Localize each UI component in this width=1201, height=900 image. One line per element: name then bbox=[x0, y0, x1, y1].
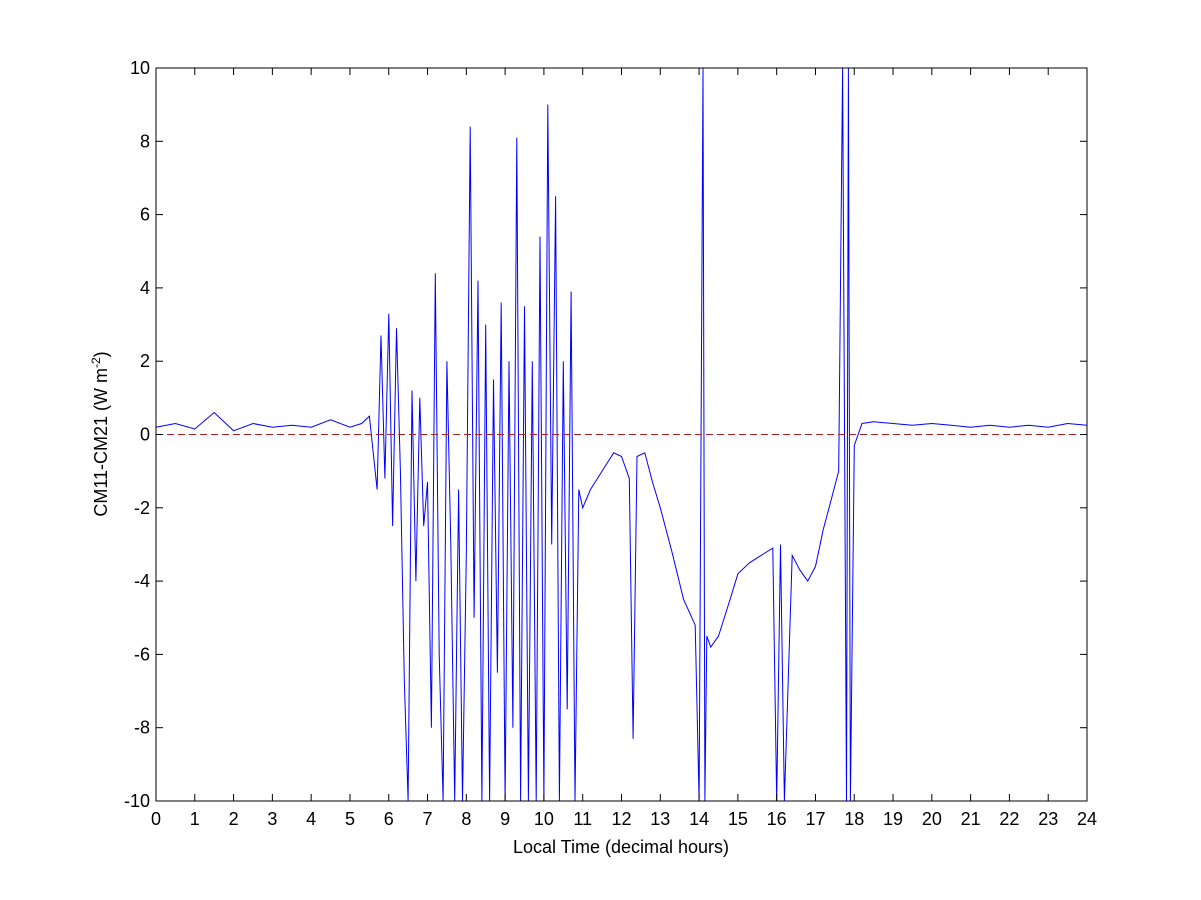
y-tick-label: -4 bbox=[134, 571, 150, 591]
series-line-0 bbox=[155, 67, 1088, 802]
x-tick-label: 16 bbox=[767, 809, 787, 829]
x-tick-label: 17 bbox=[805, 809, 825, 829]
y-tick-label: -10 bbox=[124, 791, 150, 811]
y-tick-label: 8 bbox=[140, 131, 150, 151]
x-tick-label: 3 bbox=[267, 809, 277, 829]
x-tick-label: 23 bbox=[1038, 809, 1058, 829]
x-tick-label: 1 bbox=[190, 809, 200, 829]
x-tick-label: 2 bbox=[229, 809, 239, 829]
y-tick-label: 6 bbox=[140, 205, 150, 225]
x-tick-label: 18 bbox=[844, 809, 864, 829]
x-axis-title: Local Time (decimal hours) bbox=[513, 837, 729, 857]
x-tick-label: 14 bbox=[689, 809, 709, 829]
y-tick-label: 4 bbox=[140, 278, 150, 298]
y-axis-title: CM11-CM21 (W m-2) bbox=[89, 351, 111, 516]
y-axis-ticks: -10 -8 -6 -4 -2 0 2 4 6 8 10 bbox=[124, 58, 1087, 811]
x-tick-label: 11 bbox=[573, 809, 592, 829]
x-tick-label: 4 bbox=[306, 809, 316, 829]
x-tick-label: 19 bbox=[883, 809, 903, 829]
series-layer bbox=[155, 67, 1088, 802]
y-axis-title-exponent: -2 bbox=[89, 357, 103, 368]
x-tick-label: 22 bbox=[999, 809, 1019, 829]
y-axis-title-close: ) bbox=[91, 351, 111, 357]
y-tick-label: -6 bbox=[134, 644, 150, 664]
x-tick-label: 12 bbox=[611, 809, 631, 829]
y-tick-label: 0 bbox=[140, 425, 150, 445]
y-tick-label: -2 bbox=[134, 498, 150, 518]
x-tick-label: 13 bbox=[650, 809, 670, 829]
x-tick-label: 15 bbox=[728, 809, 748, 829]
x-tick-label: 24 bbox=[1077, 809, 1097, 829]
x-tick-label: 20 bbox=[922, 809, 942, 829]
x-tick-label: 9 bbox=[500, 809, 510, 829]
y-axis-title-base: CM11-CM21 (W m bbox=[91, 368, 111, 517]
x-axis-ticks: 0 1 2 3 4 5 6 7 8 9 10 11 12 13 14 15 16 17 18 19 20 21 22 23 24 bbox=[151, 68, 1097, 829]
x-tick-label: 8 bbox=[461, 809, 471, 829]
x-tick-label: 10 bbox=[534, 809, 554, 829]
y-tick-label: -8 bbox=[134, 718, 150, 738]
x-tick-label: 21 bbox=[961, 809, 981, 829]
x-tick-label: 0 bbox=[151, 809, 161, 829]
x-tick-label: 6 bbox=[384, 809, 394, 829]
y-tick-label: 2 bbox=[140, 351, 150, 371]
x-tick-label: 7 bbox=[423, 809, 433, 829]
y-tick-label: 10 bbox=[130, 58, 150, 78]
x-tick-label: 5 bbox=[345, 809, 355, 829]
